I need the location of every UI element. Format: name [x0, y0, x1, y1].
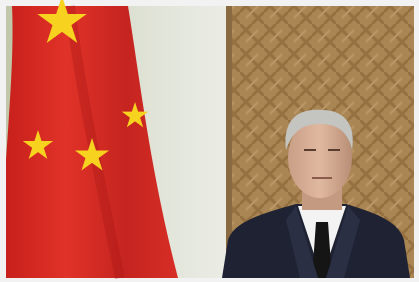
page	[0, 0, 419, 282]
photo	[0, 0, 419, 282]
